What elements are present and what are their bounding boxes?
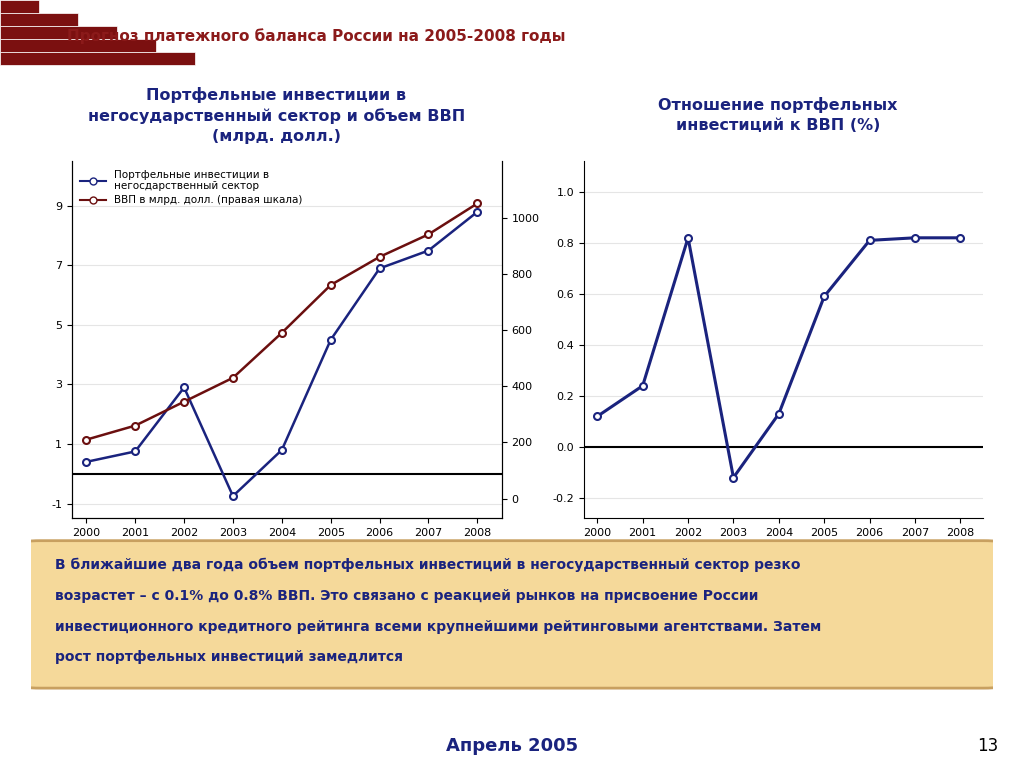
FancyBboxPatch shape [22,541,1002,688]
Text: возрастет – с 0.1% до 0.8% ВВП. Это связано с реакцией рынков на присвоение Росс: возрастет – с 0.1% до 0.8% ВВП. Это связ… [55,589,758,603]
Bar [0,0,39,13]
Text: Отношение портфельных
инвестиций к ВВП (%): Отношение портфельных инвестиций к ВВП (… [658,98,898,133]
Text: рост портфельных инвестиций замедлится: рост портфельных инвестиций замедлится [55,650,402,664]
Text: Портфельные инвестиции в
негосударственный сектор и объем ВВП
(млрд. долл.): Портфельные инвестиции в негосударственн… [88,87,465,144]
Legend: Портфельные инвестиции в
негосдарственный сектор, ВВП в млрд. долл. (правая шкал: Портфельные инвестиции в негосдарственны… [77,167,306,208]
Text: инвестиционного кредитного рейтинга всеми крупнейшими рейтинговыми агентствами. : инвестиционного кредитного рейтинга всем… [55,620,821,634]
Bar [0,39,156,52]
Text: В ближайшие два года объем портфельных инвестиций в негосударственный сектор рез: В ближайшие два года объем портфельных и… [55,558,801,572]
Text: Апрель 2005: Апрель 2005 [445,737,579,754]
Bar [0,13,78,26]
Bar [0,26,117,39]
Text: 13: 13 [977,737,998,754]
Text: Прогноз платежного баланса России на 2005-2008 годы: Прогноз платежного баланса России на 200… [67,28,565,44]
Bar [0,52,195,65]
